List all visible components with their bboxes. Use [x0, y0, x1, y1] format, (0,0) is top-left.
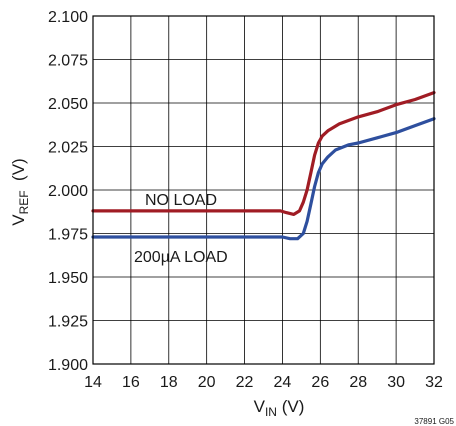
- x-tick-label: 24: [274, 374, 292, 391]
- y-tick-label: 1.900: [48, 357, 88, 374]
- x-tick-label: 16: [122, 374, 140, 391]
- x-tick-label: 32: [425, 374, 443, 391]
- y-tick-label: 1.925: [48, 314, 88, 331]
- x-tick-label: 26: [311, 374, 329, 391]
- x-tick-label: 14: [84, 374, 102, 391]
- no-load-series-line: [91, 91, 436, 216]
- grid-lines: [93, 16, 434, 364]
- x-axis-label: VIN (V): [254, 397, 305, 419]
- series-layer: [91, 91, 436, 241]
- no-load-label: NO LOAD: [145, 192, 217, 209]
- y-tick-label: 2.100: [48, 9, 88, 26]
- x-tick-label: 22: [236, 374, 254, 391]
- plot-frame: [92, 15, 435, 365]
- figure-code: 37891 G05: [414, 417, 454, 426]
- y-tick-label: 1.975: [48, 227, 88, 244]
- 200ua-load-series-line: [91, 117, 436, 241]
- 200ua-load-label: 200µA LOAD: [134, 249, 228, 266]
- y-tick-labels: 1.900 1.925 1.950 1.975 2.000 2.025 2.050 2.075…: [48, 9, 88, 374]
- y-tick-label: 2.050: [48, 96, 88, 113]
- x-tick-label: 28: [349, 374, 367, 391]
- x-tick-label: 18: [160, 374, 178, 391]
- y-tick-label: 2.000: [48, 183, 88, 200]
- y-tick-label: 2.025: [48, 140, 88, 157]
- y-axis-label: VREF (V): [9, 158, 31, 225]
- x-tick-label: 30: [387, 374, 405, 391]
- x-tick-labels: 14 16 18 20 22 24 26 28 30 32: [84, 374, 443, 391]
- y-tick-label: 2.075: [48, 53, 88, 70]
- x-tick-label: 20: [198, 374, 216, 391]
- y-tick-label: 1.950: [48, 270, 88, 287]
